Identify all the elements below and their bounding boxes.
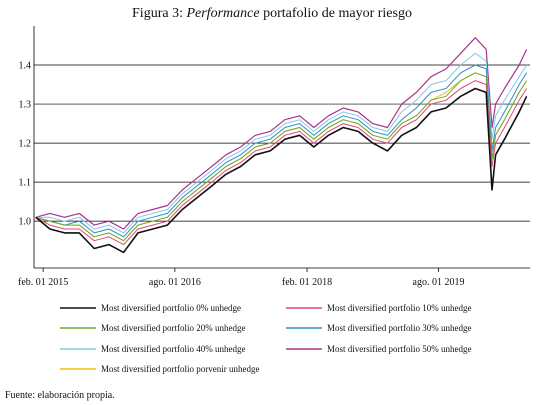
source-note: Fuente: elaboración propia. (5, 390, 115, 401)
series-line (35, 87, 528, 254)
legend-label: Most diversified portfolio porvenir unhe… (101, 364, 259, 374)
legend: Most diversified portfolio 0% unhedge Mos… (60, 303, 471, 374)
title-prefix: Figura 3: (132, 6, 186, 21)
legend-label: Most diversified portfolio 30% unhedge (327, 323, 471, 333)
y-tick-label: 1.0 (19, 217, 32, 228)
gridlines (34, 64, 530, 222)
series-line (35, 64, 528, 238)
axes: 1.0 1.1 1.2 1.3 1.4 feb. 01 2015 ago. 01 2016 f… (18, 26, 530, 288)
series-lines (35, 37, 528, 254)
x-tick-label: ago. 01 2016 (149, 277, 201, 288)
series-line (35, 80, 528, 246)
x-tick-label: ago. 01 2019 (413, 277, 465, 288)
title-italic: Performance (185, 6, 259, 21)
series-line (35, 72, 528, 242)
legend-label: Most diversified portfolio 50% unhedge (327, 344, 471, 354)
title-suffix: portafolio de mayor riesgo (260, 6, 412, 21)
legend-label: Most diversified portfolio 10% unhedge (327, 303, 471, 313)
x-tick-label: feb. 01 2018 (282, 277, 332, 288)
legend-label: Most diversified portfolio 40% unhedge (101, 344, 245, 354)
series-line (35, 72, 528, 242)
legend-label: Most diversified portfolio 20% unhedge (101, 323, 245, 333)
series-line (35, 37, 528, 230)
y-tick-label: 1.4 (19, 61, 32, 72)
y-tick-label: 1.1 (19, 178, 32, 189)
y-tick-label: 1.3 (19, 100, 32, 111)
x-tick-label: feb. 01 2015 (18, 277, 68, 288)
series-line (35, 52, 528, 234)
y-tick-label: 1.2 (19, 139, 32, 150)
chart-title: Figura 3: Performance portafolio de mayo… (132, 6, 412, 21)
legend-label: Most diversified portfolio 0% unhedge (101, 303, 241, 313)
